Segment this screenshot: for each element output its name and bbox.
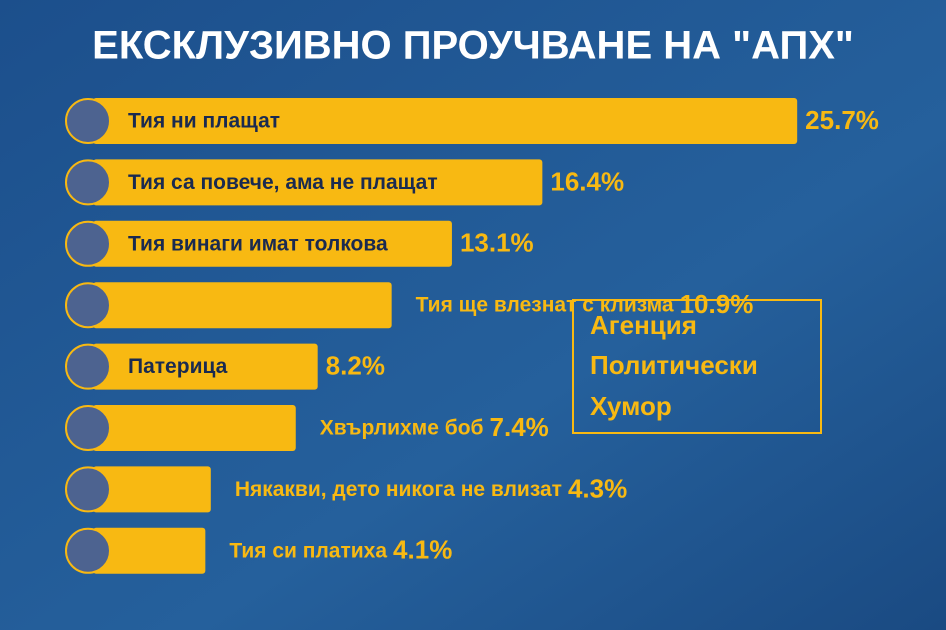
value-label: 4.1%: [393, 535, 452, 565]
category-label: Тия ще влезнат с клизма: [416, 294, 674, 317]
bar: [93, 466, 211, 513]
bar-icon: [65, 343, 111, 390]
value-label: 7.4%: [490, 412, 549, 442]
bar: [93, 98, 798, 144]
category-label: Хвърлихме боб: [320, 417, 484, 440]
category-label: Патерица: [128, 355, 228, 378]
category-label: Някакви, дето никога не влизат: [235, 478, 562, 501]
chart-title: ЕКСКЛУЗИВНО ПРОУЧВАНЕ НА "АПХ": [92, 24, 854, 68]
bar: [93, 527, 206, 574]
bar: [93, 159, 543, 206]
bar: [93, 282, 392, 329]
category-label: Тия ни плащат: [128, 110, 280, 133]
value-label: 10.9%: [680, 289, 754, 319]
annotation-line: Агенция: [590, 310, 697, 340]
value-label: 16.4%: [550, 166, 624, 196]
value-label: 13.1%: [460, 228, 534, 258]
bar-icon: [65, 282, 111, 329]
annotation-box: [572, 299, 822, 434]
category-label: Тия винаги имат толкова: [128, 232, 388, 255]
category-label: Тия си платиха: [229, 539, 387, 562]
value-label: 25.7%: [805, 105, 879, 135]
bar: [93, 343, 318, 390]
bar: [93, 405, 296, 451]
annotation-line: Хумор: [590, 391, 672, 421]
bar-icon: [65, 98, 111, 144]
bar-icon: [65, 466, 111, 513]
value-label: 8.2%: [326, 350, 385, 380]
bar: [93, 220, 452, 267]
annotation-line: Политически: [590, 350, 758, 380]
bar-icon: [65, 527, 111, 574]
bar-icon: [65, 405, 111, 451]
category-label: Тия са повече, ама не плащат: [128, 171, 438, 194]
bar-icon: [65, 220, 111, 267]
value-label: 4.3%: [568, 473, 627, 503]
bar-icon: [65, 159, 111, 206]
